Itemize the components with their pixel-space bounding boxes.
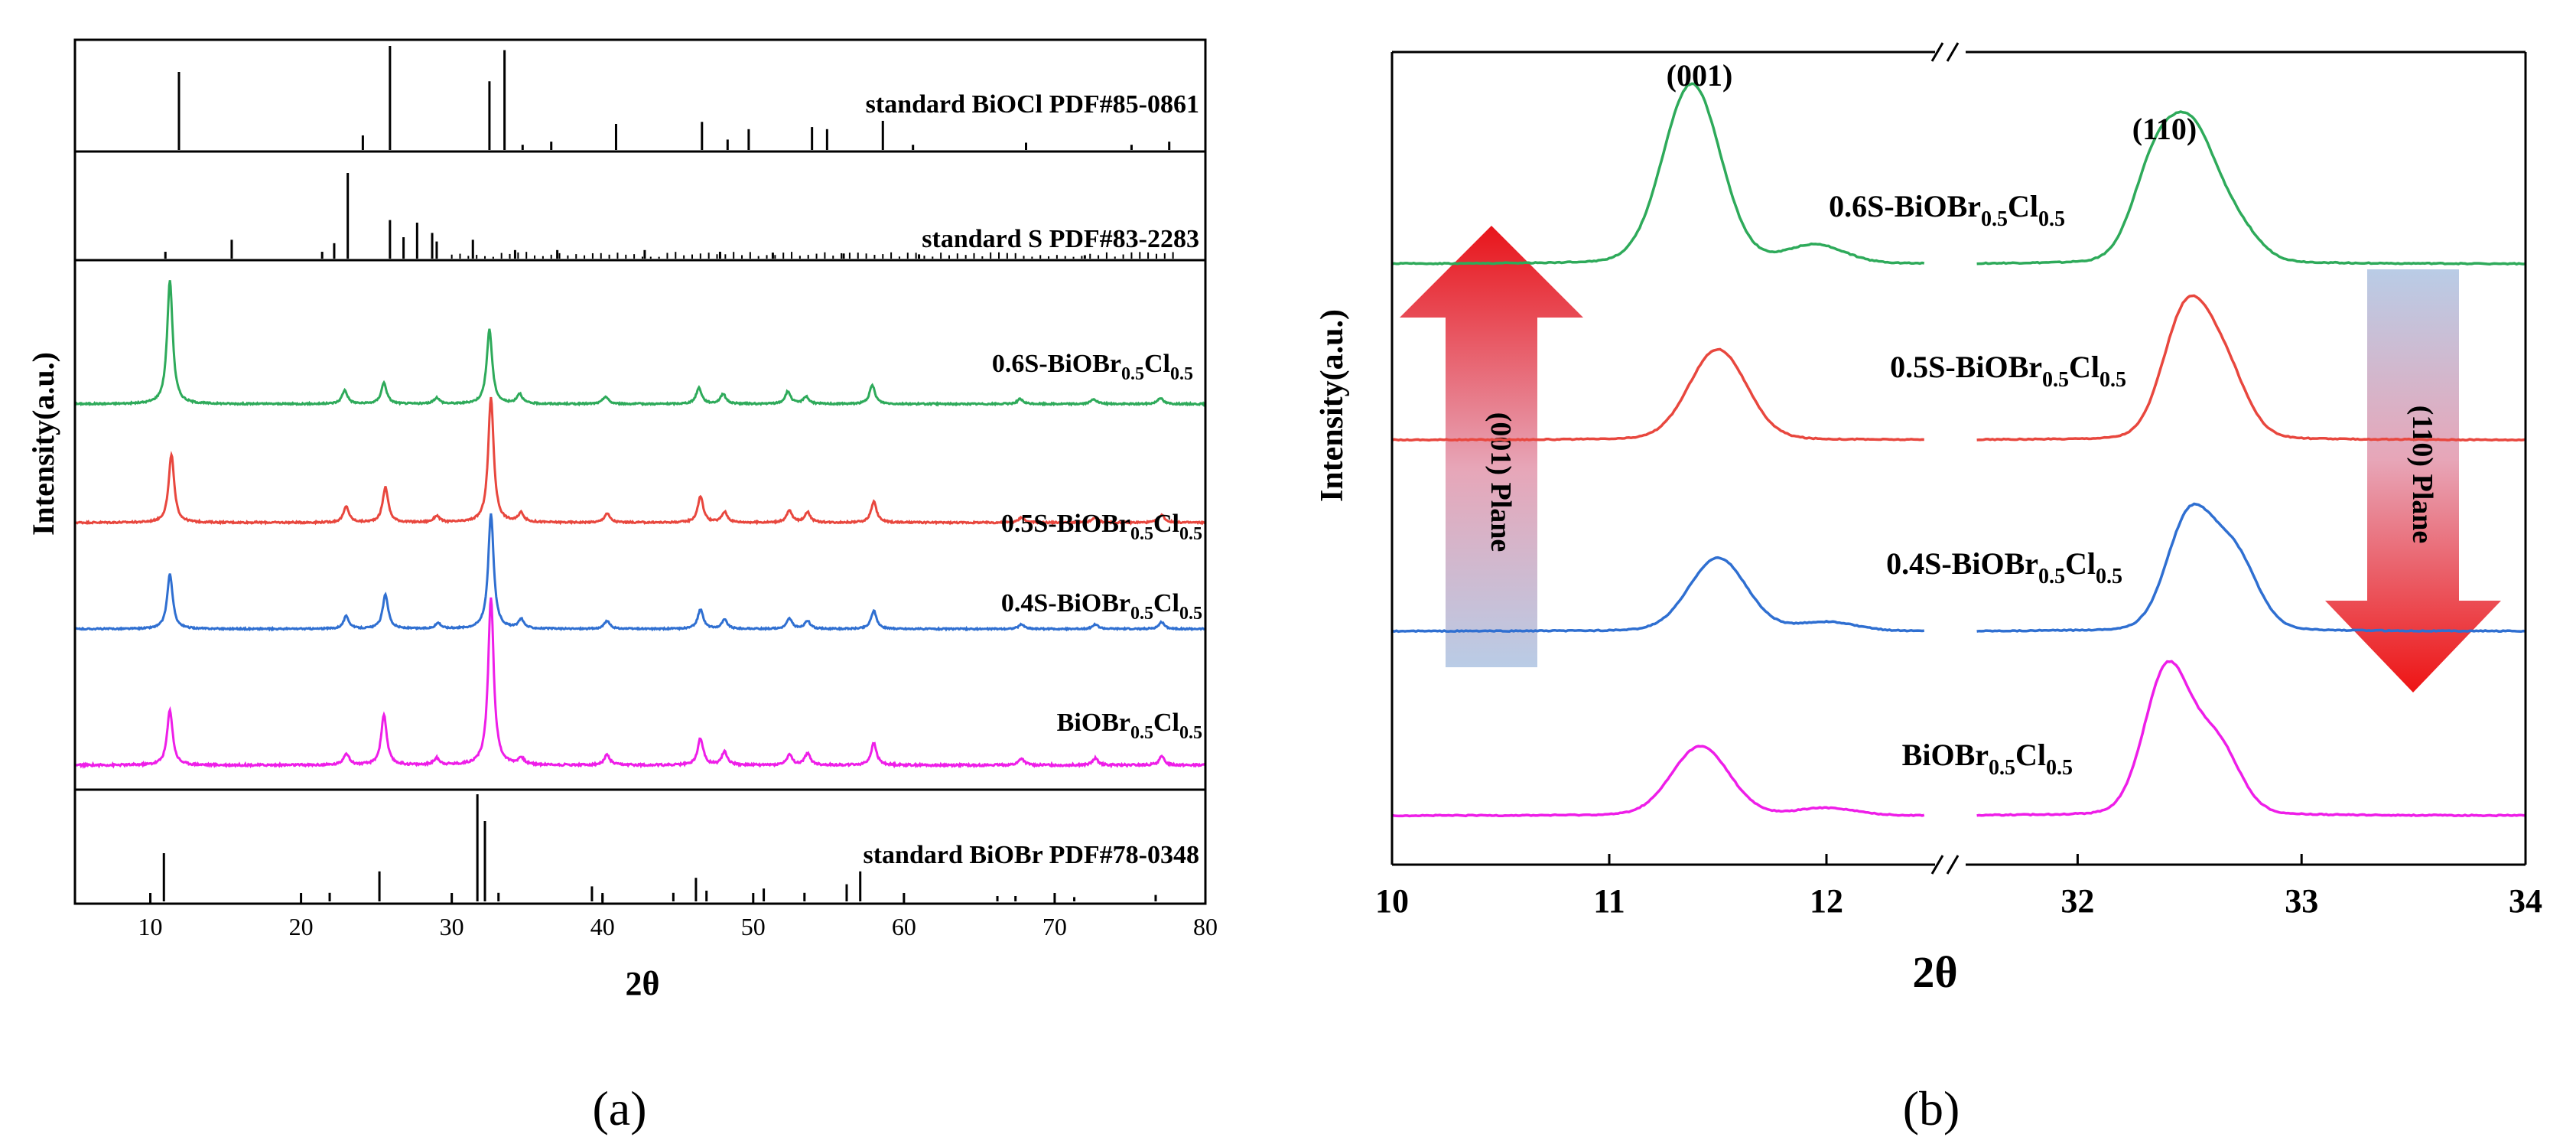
panel-b-label-05s: 0.5S-BiOBr0.5Cl0.5 [1890, 350, 2126, 392]
panel-a-ylabel: Intensity(a.u.) [26, 352, 60, 536]
panel-b-arrow-down: (110) Plane [2325, 269, 2501, 692]
panel-a-caption: (a) [592, 1081, 646, 1136]
x-tick-label: 20 [289, 913, 314, 940]
series-line [1976, 660, 2526, 818]
panel-b-xlabel: 2θ [1912, 947, 1957, 997]
panel-b-xticks: 10 11 12 32 33 34 [1375, 854, 2542, 920]
x-tick-label: 50 [741, 913, 766, 940]
peak-label-110: (110) [2132, 112, 2197, 146]
x-tick-label: 10 [138, 913, 163, 940]
panel-b-label-06s: 0.6S-BiOBr0.5Cl0.5 [1829, 189, 2065, 231]
x-tick-label: 40 [590, 913, 615, 940]
peak-label-001: (001) [1667, 58, 1733, 93]
series-line [73, 597, 1206, 769]
x-tick-label: 32 [2060, 882, 2094, 920]
series-line [1391, 347, 1924, 442]
arrow-up-label: (001) Plane [1485, 412, 1517, 552]
series-line [1976, 110, 2526, 266]
arrow-down-label: (110) Plane [2406, 406, 2438, 543]
series-line [1976, 294, 2526, 442]
panel-a-marks [73, 46, 1207, 901]
panel-a-label-biocl: standard BiOCl PDF#85-0861 [866, 90, 1199, 119]
x-tick-label: 10 [1375, 882, 1409, 920]
panel-b: (001) Plane (110) Plane 10 11 12 32 33 34 (00… [1315, 42, 2542, 1136]
panel-a-frame [73, 38, 1207, 905]
panel-b-ylabel: Intensity(a.u.) [1315, 309, 1350, 502]
axis-break-marks [1930, 42, 1960, 875]
x-tick-label: 70 [1042, 913, 1067, 940]
arrow-up-shape [1400, 226, 1583, 667]
panel-a-xlabel: 2θ [626, 965, 660, 1002]
panel-a-label-06s: 0.6S-BiOBr0.5Cl0.5 [992, 350, 1193, 384]
reference-pattern [177, 46, 1171, 150]
x-tick-label: 34 [2509, 882, 2542, 920]
x-tick-label: 11 [1593, 882, 1625, 920]
x-tick-label: 12 [1810, 882, 1843, 920]
arrow-down-shape [2325, 269, 2501, 692]
x-tick-label: 60 [892, 913, 916, 940]
series-line [74, 280, 1206, 407]
panel-b-arrow-up: (001) Plane [1400, 226, 1583, 667]
series-line [74, 513, 1206, 632]
panel-b-caption: (b) [1903, 1081, 1960, 1136]
panel-a-label-05s: 0.5S-BiOBr0.5Cl0.5 [1001, 510, 1202, 544]
panel-b-label-04s: 0.4S-BiOBr0.5Cl0.5 [1886, 546, 2122, 588]
series-line [1976, 502, 2526, 634]
panel-a-label-04s: 0.4S-BiOBr0.5Cl0.5 [1001, 589, 1202, 624]
reference-pattern [164, 173, 1174, 259]
series-line [1391, 745, 1925, 818]
x-tick-label: 30 [440, 913, 464, 940]
panel-a-label-biobr: standard BiOBr PDF#78-0348 [863, 841, 1199, 869]
panel-a-label-pure: BiOBr0.5Cl0.5 [1057, 709, 1202, 743]
series-line [1391, 82, 1925, 266]
panel-b-label-pure: BiOBr0.5Cl0.5 [1902, 738, 2073, 780]
panel-a: 10 20 30 40 50 60 70 80 standard BiOCl PDF#85-0… [26, 38, 1218, 1136]
x-tick-label: 33 [2285, 882, 2318, 920]
series-line [73, 396, 1207, 526]
x-tick-label: 80 [1193, 913, 1218, 940]
panel-b-marks [1391, 82, 2526, 818]
series-line [1391, 556, 1924, 634]
panel-a-label-s: standard S PDF#83-2283 [922, 225, 1199, 253]
panel-a-xticks: 10 20 30 40 50 60 70 80 [138, 893, 1218, 940]
